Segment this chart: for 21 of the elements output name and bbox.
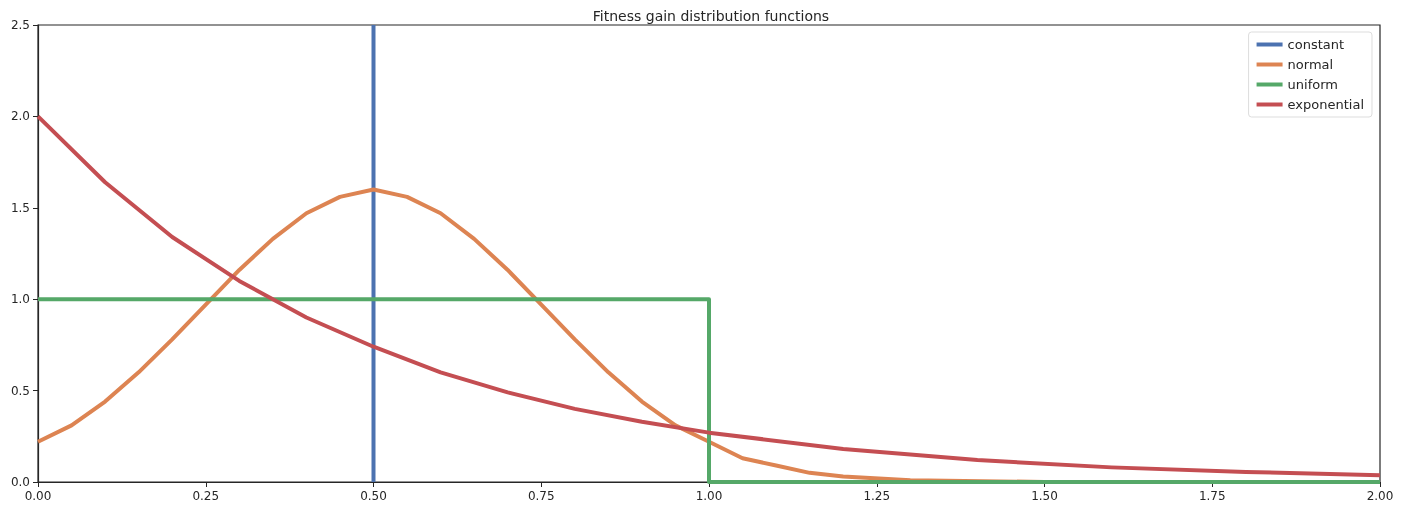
x-tick-label: 0.00 bbox=[24, 489, 52, 503]
x-tick-label: 0.75 bbox=[527, 489, 555, 503]
x-tick-label: 1.50 bbox=[1031, 489, 1058, 503]
y-tick-label: 0.0 bbox=[10, 475, 30, 489]
x-tick-label: 2.00 bbox=[1366, 489, 1394, 503]
y-tick-label: 1.0 bbox=[10, 292, 30, 307]
legend-label: uniform bbox=[1287, 77, 1338, 92]
legend-label: exponential bbox=[1287, 97, 1365, 112]
y-tick-label: 0.5 bbox=[10, 383, 30, 398]
x-tick-label: 0.50 bbox=[360, 489, 387, 503]
x-tick-label: 1.75 bbox=[1198, 489, 1226, 503]
legend-label: constant bbox=[1287, 37, 1345, 52]
legend-label: normal bbox=[1287, 57, 1334, 72]
y-tick-label: 2.5 bbox=[10, 18, 30, 32]
chart-title: Fitness gain distribution functions bbox=[592, 8, 830, 24]
y-tick-label: 2.0 bbox=[10, 109, 30, 124]
x-tick-label: 1.25 bbox=[863, 489, 891, 503]
line-series bbox=[36, 114, 1382, 478]
x-tick-label: 1.00 bbox=[695, 489, 723, 503]
x-tick-label: 0.25 bbox=[192, 489, 220, 503]
y-tick-label: 1.5 bbox=[10, 200, 30, 215]
